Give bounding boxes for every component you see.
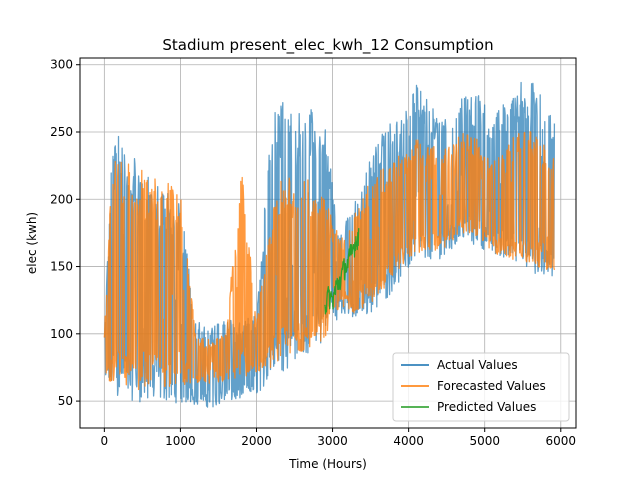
y-tick-label-3: 200	[50, 192, 73, 206]
plot-series	[103, 81, 556, 408]
y-axis-label: elec (kwh)	[25, 212, 39, 274]
y-tick-label-0: 50	[58, 394, 73, 408]
x-tick-label-3: 3000	[317, 434, 348, 448]
x-tick-label-1: 1000	[165, 434, 196, 448]
x-tick-label-2: 2000	[241, 434, 272, 448]
x-axis-label: Time (Hours)	[288, 457, 367, 471]
y-tick-label-2: 150	[50, 260, 73, 274]
x-tick-label-5: 5000	[469, 434, 500, 448]
x-axis-ticks: 0 1000 2000 3000 4000 5000 6000	[101, 428, 577, 448]
y-axis-ticks: 50 100 150 200 250 300	[50, 58, 80, 408]
series-line-1	[103, 131, 556, 391]
legend-label-0: Actual Values	[437, 358, 518, 372]
legend-label-2: Predicted Values	[437, 400, 536, 414]
chart-title: Stadium present_elec_kwh_12 Consumption	[162, 36, 493, 55]
x-tick-label-0: 0	[101, 434, 109, 448]
y-tick-label-4: 250	[50, 125, 73, 139]
y-tick-label-5: 300	[50, 58, 73, 72]
x-tick-label-6: 6000	[546, 434, 577, 448]
series-line-2	[324, 228, 360, 315]
y-tick-label-1: 100	[50, 327, 73, 341]
axes-frame	[79, 57, 577, 429]
x-tick-label-4: 4000	[393, 434, 424, 448]
legend-box	[392, 352, 570, 422]
legend-label-1: Forecasted Values	[437, 379, 546, 393]
legend: Actual Values Forecasted Values Predicted …	[392, 352, 570, 422]
